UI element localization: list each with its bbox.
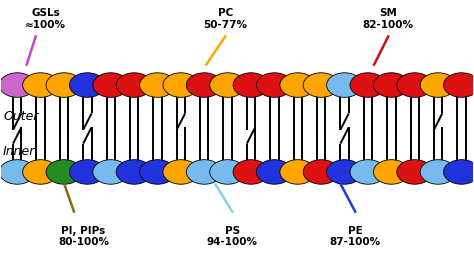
Ellipse shape: [163, 160, 199, 184]
Ellipse shape: [210, 73, 246, 97]
Ellipse shape: [256, 160, 292, 184]
Ellipse shape: [93, 73, 129, 97]
Ellipse shape: [186, 160, 222, 184]
Ellipse shape: [303, 160, 339, 184]
Ellipse shape: [397, 73, 433, 97]
Ellipse shape: [256, 73, 292, 97]
Ellipse shape: [0, 160, 35, 184]
Ellipse shape: [233, 160, 269, 184]
Ellipse shape: [23, 73, 59, 97]
Text: PC
50-77%: PC 50-77%: [203, 8, 247, 30]
Ellipse shape: [116, 160, 152, 184]
Ellipse shape: [210, 160, 246, 184]
Ellipse shape: [46, 160, 82, 184]
Ellipse shape: [0, 73, 35, 97]
Ellipse shape: [303, 73, 339, 97]
Ellipse shape: [327, 73, 363, 97]
Text: PS
94-100%: PS 94-100%: [207, 226, 258, 247]
Ellipse shape: [186, 73, 222, 97]
Ellipse shape: [233, 73, 269, 97]
Ellipse shape: [444, 160, 474, 184]
Text: PI, PIPs
80-100%: PI, PIPs 80-100%: [58, 226, 109, 247]
Ellipse shape: [350, 160, 386, 184]
Ellipse shape: [93, 160, 129, 184]
Ellipse shape: [23, 160, 59, 184]
Ellipse shape: [350, 73, 386, 97]
Text: GSLs
≈100%: GSLs ≈100%: [25, 8, 66, 30]
Text: SM
82-100%: SM 82-100%: [363, 8, 414, 30]
Text: Outer: Outer: [3, 111, 38, 124]
Ellipse shape: [139, 73, 175, 97]
Ellipse shape: [116, 73, 152, 97]
Ellipse shape: [69, 160, 105, 184]
Ellipse shape: [374, 73, 410, 97]
Ellipse shape: [420, 160, 456, 184]
Ellipse shape: [163, 73, 199, 97]
Ellipse shape: [420, 73, 456, 97]
Text: Inner: Inner: [3, 145, 36, 158]
Ellipse shape: [280, 160, 316, 184]
Text: PE
87-100%: PE 87-100%: [329, 226, 381, 247]
Ellipse shape: [69, 73, 105, 97]
Ellipse shape: [327, 160, 363, 184]
Ellipse shape: [46, 73, 82, 97]
Ellipse shape: [374, 160, 410, 184]
Ellipse shape: [139, 160, 175, 184]
Ellipse shape: [444, 73, 474, 97]
Ellipse shape: [397, 160, 433, 184]
Ellipse shape: [280, 73, 316, 97]
